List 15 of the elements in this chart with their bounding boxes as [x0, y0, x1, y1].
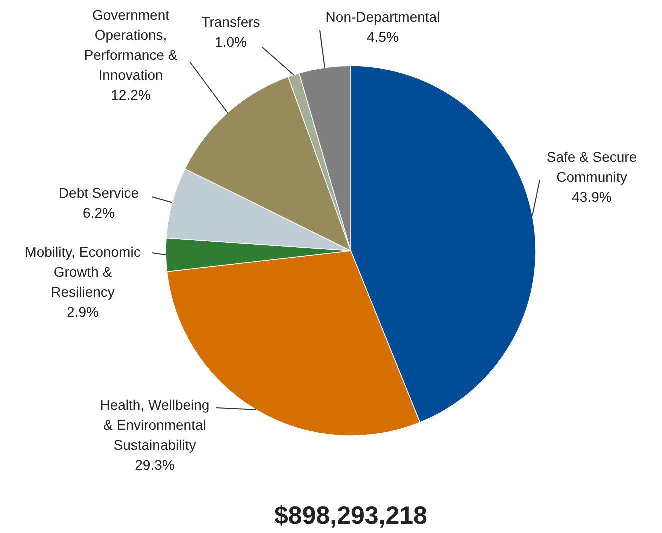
data-label: 6.2% — [83, 205, 115, 221]
slice-label: Transfers — [202, 14, 260, 30]
slice-label: Non-Departmental — [326, 9, 440, 25]
slice-label: Health, Wellbeing & Environmental Sustainability — [100, 397, 210, 453]
data-label: 1.0% — [215, 34, 247, 50]
data-label: 43.9% — [572, 189, 612, 205]
data-label: 12.2% — [111, 87, 151, 103]
data-label: 29.3% — [135, 457, 175, 473]
slice-label: Safe & Secure Community — [546, 149, 638, 185]
slice-label: Mobility, Economic Growth & Resiliency — [25, 244, 141, 300]
data-label: 2.9% — [67, 304, 99, 320]
text: $898,293,218 — [274, 502, 428, 530]
slice-label: Debt Service — [58, 185, 140, 201]
data-label: 4.5% — [367, 29, 399, 45]
slice-label: Government Operations, Performance & Innovation — [84, 7, 178, 83]
